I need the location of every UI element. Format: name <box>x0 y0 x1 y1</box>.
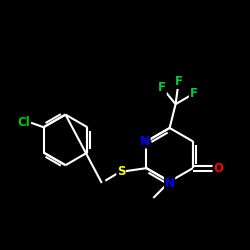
Text: Cl: Cl <box>17 116 30 129</box>
Text: F: F <box>174 75 182 88</box>
Text: N: N <box>165 176 175 190</box>
Text: N: N <box>140 135 150 148</box>
Text: O: O <box>213 162 223 175</box>
Text: F: F <box>190 87 198 100</box>
Text: S: S <box>117 165 126 178</box>
Text: F: F <box>158 81 166 94</box>
